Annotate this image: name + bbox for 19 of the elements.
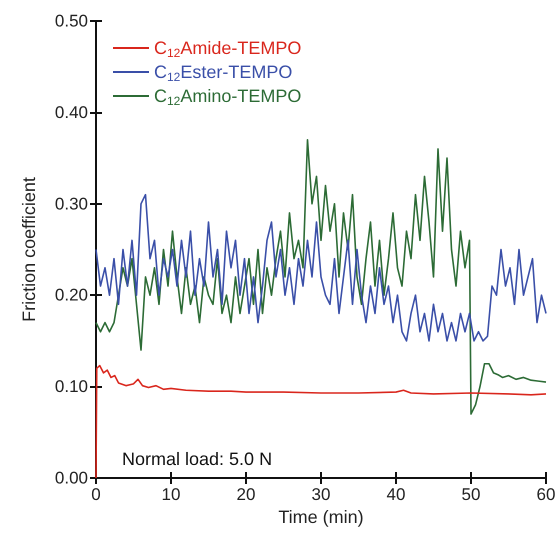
- x-tick-label: 0: [91, 485, 101, 504]
- x-tick-label: 20: [236, 485, 256, 504]
- y-tick-label: 0.50: [54, 12, 88, 30]
- x-tick-label: 60: [536, 485, 556, 504]
- y-tick-label: 0.30: [54, 194, 88, 214]
- line-series: [95, 194, 547, 342]
- annotation: Normal load: 5.0 N: [122, 449, 272, 469]
- x-axis-title: Time (min): [278, 506, 364, 527]
- x-tick-label: 40: [386, 485, 406, 504]
- line-series: [95, 364, 547, 479]
- y-tick-label: 0.10: [54, 377, 88, 396]
- y-tick-label: 0.00: [54, 468, 88, 488]
- y-axis-title: Friction coefficient: [19, 177, 39, 322]
- y-tick-label: 0.40: [54, 102, 88, 122]
- x-tick-label: 10: [162, 485, 180, 504]
- y-tick-label: 0.20: [54, 286, 88, 305]
- x-tick-label: 30: [312, 485, 330, 504]
- line-series: [95, 139, 547, 415]
- x-tick-label: 50: [462, 485, 480, 504]
